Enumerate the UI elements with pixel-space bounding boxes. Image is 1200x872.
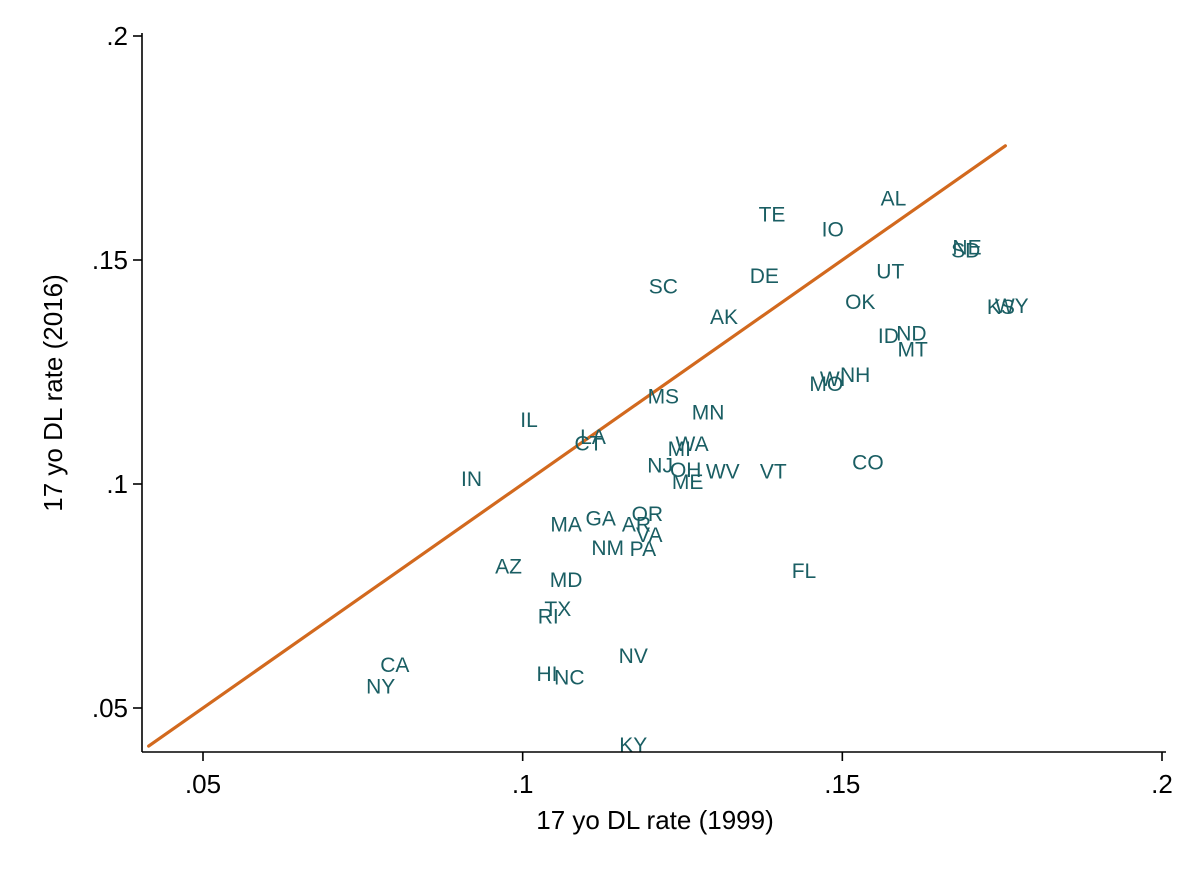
point-label-ar: AR	[622, 513, 651, 536]
point-label-ma: MA	[550, 513, 582, 536]
y-tick-label: .2	[106, 21, 128, 51]
point-label-nd: ND	[896, 323, 926, 346]
x-axis-title: 17 yo DL rate (1999)	[536, 805, 774, 835]
point-label-wi: WI	[820, 368, 846, 391]
y-tick-label: .15	[92, 245, 128, 275]
y-tick-label: .05	[92, 693, 128, 723]
y-axis-title: 17 yo DL rate (2016)	[38, 274, 68, 512]
point-label-ny: NY	[366, 676, 395, 699]
point-label-mt: MT	[897, 338, 927, 361]
point-label-sc: SC	[649, 276, 678, 299]
point-label-te: TE	[759, 203, 786, 226]
point-label-ct: CT	[575, 432, 603, 455]
point-label-nc: NC	[554, 667, 584, 690]
point-label-ga: GA	[585, 508, 615, 531]
point-label-co: CO	[852, 452, 884, 475]
point-label-az: AZ	[495, 556, 522, 579]
point-label-id: ID	[878, 325, 899, 348]
point-label-mo: MO	[809, 373, 843, 396]
point-label-ri: RI	[538, 605, 559, 628]
point-label-il: IL	[520, 409, 538, 432]
point-label-tx: TX	[544, 598, 571, 621]
point-label-hi: HI	[536, 663, 557, 686]
point-label-nv: NV	[619, 645, 648, 668]
point-label-nm: NM	[591, 537, 624, 560]
point-label-pa: PA	[630, 538, 656, 561]
point-label-io: IO	[822, 219, 844, 242]
fit-line	[147, 144, 1007, 748]
point-label-ne: NE	[952, 237, 981, 260]
point-label-nj: NJ	[647, 455, 673, 478]
point-label-mn: MN	[692, 401, 725, 424]
point-label-ks: KS	[987, 296, 1015, 319]
point-label-ms: MS	[648, 386, 680, 409]
axes-layer: .05 .1 .15 .2 .05 .1 .15 .2	[92, 21, 1173, 799]
x-tick-label: .05	[185, 769, 221, 799]
point-label-me: ME	[672, 471, 704, 494]
point-label-nh: NH	[840, 364, 870, 387]
point-label-oh: OH	[670, 459, 702, 482]
x-tick-label: .2	[1151, 769, 1173, 799]
point-label-wv: WV	[706, 461, 740, 484]
point-label-fl: FL	[792, 560, 817, 583]
point-label-ky: KY	[619, 734, 647, 757]
point-label-ca: CA	[380, 654, 409, 677]
point-label-in: IN	[461, 468, 482, 491]
point-label-de: DE	[750, 265, 779, 288]
x-tick-label: .15	[824, 769, 860, 799]
fit-line-layer	[147, 144, 1007, 748]
point-label-md: MD	[550, 569, 583, 592]
point-label-sd: SD	[951, 240, 980, 263]
point-label-mi: MI	[668, 438, 691, 461]
point-label-va: VA	[636, 524, 662, 547]
point-label-la: LA	[580, 426, 606, 449]
point-label-ak: AK	[710, 306, 738, 329]
point-label-al: AL	[881, 187, 907, 210]
point-label-wy: WY	[995, 295, 1029, 318]
point-label-ut: UT	[876, 260, 904, 283]
point-label-vt: VT	[760, 461, 787, 484]
point-label-or: OR	[632, 503, 664, 526]
point-label-wa: WA	[676, 433, 709, 456]
point-label-ok: OK	[845, 291, 875, 314]
x-tick-label: .1	[512, 769, 534, 799]
y-tick-label: .1	[106, 469, 128, 499]
